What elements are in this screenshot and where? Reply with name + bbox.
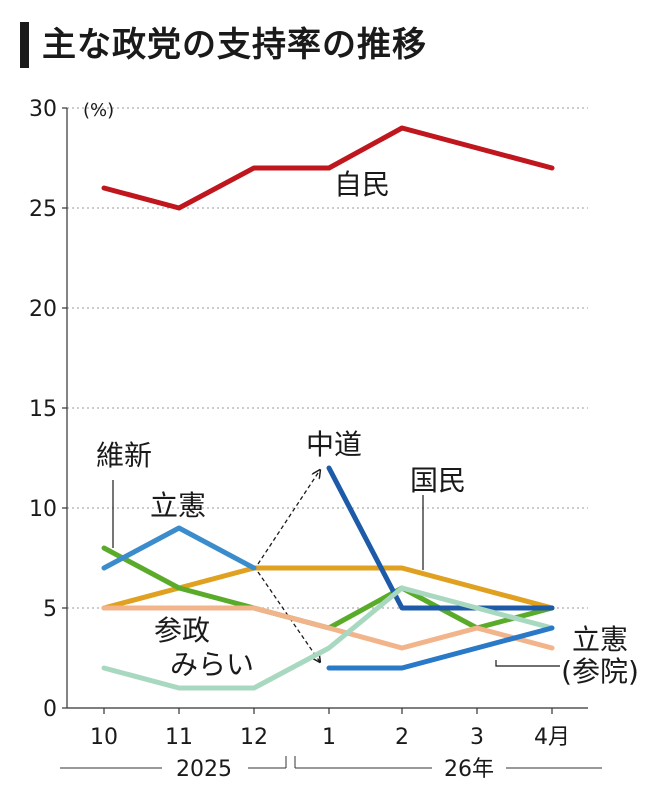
unit-label: (%)	[83, 100, 114, 121]
y-tick-label: 0	[43, 697, 57, 722]
x-tick-label: 2	[395, 725, 409, 750]
y-tick-label: 10	[29, 497, 57, 522]
x-tick-label: 11	[165, 725, 193, 750]
series-line-自民	[101, 125, 555, 211]
series-line-中道	[326, 465, 555, 611]
y-tick-label: 20	[29, 297, 57, 322]
series-line-みらい	[101, 585, 555, 691]
label-mirai: みらい	[170, 648, 254, 681]
label-jimin: 自民	[334, 168, 390, 201]
x-tick-label: 1	[322, 725, 336, 750]
label-rikken: 立憲	[150, 489, 206, 522]
x-tick-label: 12	[240, 725, 268, 750]
series-line-立憲(参院)	[326, 625, 555, 671]
label-rikken-sanin: 立憲	[572, 623, 628, 656]
y-axis: 0 5 10 15 20 25 30 (%)	[29, 97, 114, 722]
label-ishin: 維新	[96, 439, 152, 472]
chart-title: 主な政党の支持率の推移	[42, 25, 427, 65]
series-line-国民	[101, 565, 555, 611]
year-label-2025: 2025	[176, 757, 232, 782]
label-chudo: 中道	[306, 428, 362, 461]
x-tick-label: 3	[470, 725, 484, 750]
annotation-guides	[257, 470, 320, 662]
title-accent-bar	[20, 22, 29, 68]
series-lines	[101, 125, 555, 691]
y-tick-label: 30	[29, 97, 57, 122]
label-rikken-sanin-sub: (参院)	[561, 655, 639, 688]
grid-lines	[67, 107, 588, 609]
y-tick-label: 25	[29, 197, 57, 222]
label-sansei: 参政	[154, 614, 210, 647]
y-tick-label: 15	[29, 397, 57, 422]
x-tick-label: 10	[90, 725, 118, 750]
y-tick-label: 5	[43, 597, 57, 622]
leader-rikken-sanin	[495, 660, 560, 667]
transition-arrow-chudo	[257, 470, 320, 565]
label-kokumin: 国民	[410, 464, 466, 497]
x-tick-label: 4月	[534, 725, 570, 750]
series-line-参政	[101, 605, 555, 651]
series-line-立憲	[101, 525, 257, 571]
transition-arrow-rikken-sanin	[257, 571, 320, 662]
year-label-2026: 26年	[444, 757, 494, 782]
